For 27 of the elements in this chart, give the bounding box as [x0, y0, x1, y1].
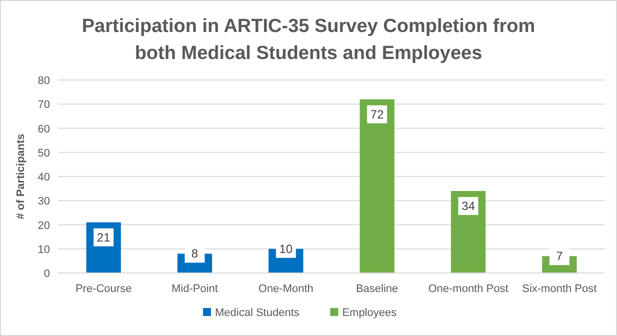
x-tick-label: Six-month Post [522, 283, 597, 295]
bar [450, 190, 486, 273]
data-label: 10 [279, 242, 293, 256]
data-label: 7 [556, 249, 564, 264]
y-tick-label: 30 [38, 196, 50, 208]
y-tick-label: 0 [44, 268, 50, 280]
data-label: 21 [96, 230, 111, 244]
y-tick-label: 20 [38, 220, 50, 232]
y-tick-label: 60 [38, 123, 50, 136]
x-tick-label: One-Month [258, 283, 314, 295]
data-label: 8 [191, 246, 198, 261]
bar [360, 99, 394, 273]
x-tick-label: Baseline [356, 283, 398, 295]
legend-label: Employees [342, 307, 398, 319]
y-axis-title: # of Participants [15, 134, 27, 220]
x-tick-label: One-month Post [428, 283, 508, 295]
y-tick-label: 50 [38, 147, 50, 160]
x-tick-label: Mid-Point [172, 283, 218, 295]
y-tick-label: 40 [38, 172, 50, 184]
y-tick-label: 10 [38, 244, 50, 256]
y-tick-label: 80 [38, 75, 50, 87]
data-label: 72 [370, 107, 384, 122]
chart-title: Participation in ARTIC-35 Survey Completion from both Medical Students and Employees [82, 16, 536, 64]
x-tick-label: Pre-Course [75, 283, 132, 295]
y-tick-label: 70 [38, 99, 50, 112]
data-label: 34 [462, 198, 476, 213]
legend-label: Medical Students [215, 307, 300, 319]
